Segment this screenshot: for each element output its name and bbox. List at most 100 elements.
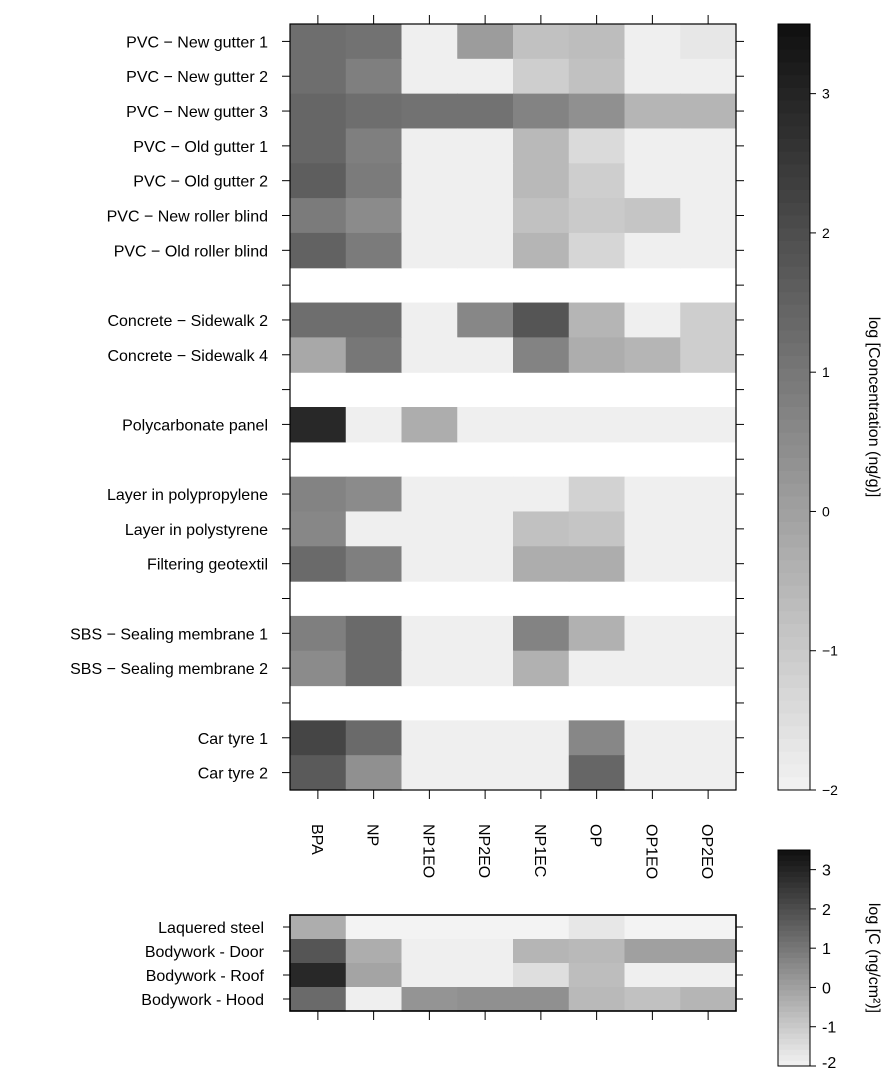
heatmap-cell <box>624 720 681 756</box>
heatmap-cell <box>345 198 403 234</box>
colorbar-tick-label: 3 <box>822 86 830 102</box>
colorbar-swatch <box>778 381 810 395</box>
heatmap-cell <box>624 128 681 164</box>
colorbar-swatch <box>778 925 810 932</box>
colorbar-swatch <box>778 898 810 905</box>
colorbar-swatch <box>778 860 810 867</box>
column-label: NP1EC <box>531 824 548 877</box>
colorbar-tick-label: 0 <box>822 503 830 519</box>
heatmap-cell <box>680 720 737 756</box>
heatmap-cell <box>680 128 737 164</box>
heatmap-cell <box>290 476 347 513</box>
heatmap-cell <box>624 58 681 95</box>
heatmap-cell <box>401 939 458 964</box>
colorbar-swatch <box>778 330 810 344</box>
heatmap-cell <box>290 939 347 964</box>
colorbar-swatch <box>778 1022 810 1029</box>
heatmap-cell <box>624 93 681 130</box>
colorbar-swatch <box>778 1044 810 1051</box>
colorbar-swatch <box>778 624 810 638</box>
heatmap-cell <box>345 407 403 443</box>
heatmap-cell <box>345 163 403 199</box>
column-label: OP2EO <box>698 824 715 879</box>
colorbar-swatch <box>778 189 810 204</box>
colorbar-swatch <box>778 36 810 51</box>
colorbar-swatch <box>778 947 810 954</box>
heatmap-cell <box>290 302 347 338</box>
heatmap-cell <box>401 546 458 582</box>
heatmap-cell <box>513 939 570 964</box>
row-label: Concrete − Sidewalk 4 <box>107 348 268 365</box>
heatmap-cell <box>457 963 514 988</box>
column-label: NP2EO <box>475 824 492 878</box>
heatmap-cell <box>624 650 681 687</box>
colorbar-swatch <box>778 777 810 791</box>
heatmap-cell <box>457 198 514 234</box>
colorbar-swatch <box>778 968 810 975</box>
heatmap-cell <box>680 93 737 130</box>
colorbar-swatch <box>778 877 810 883</box>
colorbar-tick-label: 0 <box>822 980 831 997</box>
heatmap-cell <box>624 476 681 513</box>
heatmap-cell <box>345 915 403 940</box>
colorbar-swatch <box>778 407 810 421</box>
heatmap-cell <box>345 546 403 582</box>
colorbar-swatch <box>778 100 810 114</box>
colorbar-swatch <box>778 887 810 894</box>
heatmap-cell <box>401 407 458 443</box>
heatmap-cell <box>513 720 570 756</box>
column-label: NP <box>364 824 381 846</box>
colorbar-swatch <box>778 687 810 702</box>
heatmap-cell <box>513 963 570 988</box>
bodywork-heatmap: Laquered steel Bodywork - Door Bodywork - … <box>141 914 743 1020</box>
colorbar-swatch <box>778 1017 810 1024</box>
heatmap-cell <box>513 163 570 199</box>
heatmap-cell <box>345 476 403 513</box>
heatmap-cell <box>401 476 458 513</box>
heatmap-cell <box>513 476 570 513</box>
heatmap-cell <box>290 407 347 443</box>
main-heatmap: PVC − New gutter 1 PVC − New gutter 2 PVC … <box>70 15 744 879</box>
colorbar-swatch <box>778 974 810 981</box>
heatmap-cell <box>457 650 514 687</box>
heatmap-cell <box>457 755 514 791</box>
colorbar-swatch <box>778 726 810 740</box>
heatmap-cell <box>680 476 737 513</box>
colorbar-swatch <box>778 764 810 778</box>
colorbar-swatch <box>778 177 810 191</box>
heatmap-cell <box>345 58 403 95</box>
heatmap-cell <box>290 650 347 687</box>
heatmap-cell <box>568 198 626 234</box>
heatmap-cell <box>401 755 458 791</box>
heatmap-cell <box>513 755 570 791</box>
colorbar-swatch <box>778 963 810 970</box>
heatmap-cell <box>568 58 626 95</box>
colorbar-swatch <box>778 317 810 331</box>
colorbar-swatch <box>778 1006 810 1013</box>
heatmap-cell <box>457 511 514 547</box>
heatmap-cell <box>680 939 737 964</box>
heatmap-cell <box>513 546 570 582</box>
heatmap-cell <box>290 93 347 130</box>
colorbar-swatch <box>778 920 810 927</box>
heatmap-cell <box>568 407 626 443</box>
colorbar-tick-label: −1 <box>822 643 838 659</box>
heatmap-cell <box>290 24 347 60</box>
heatmap-cell <box>513 615 570 652</box>
row-label: PVC − Old roller blind <box>114 243 268 260</box>
heatmap-cell <box>568 546 626 582</box>
colorbar-swatch <box>778 1049 810 1056</box>
row-label: SBS − Sealing membrane 2 <box>70 661 268 678</box>
heatmap-cell <box>401 650 458 687</box>
colorbar-swatch <box>778 893 810 900</box>
heatmap-cell <box>457 546 514 582</box>
colorbar-frame <box>777 23 811 791</box>
row-label: PVC − New gutter 1 <box>126 34 268 51</box>
heatmap-cell <box>290 337 347 373</box>
colorbar-swatch <box>778 904 810 910</box>
colorbar-swatch <box>778 266 810 280</box>
heatmap-cell <box>568 939 626 964</box>
heatmap-cell <box>457 93 514 130</box>
heatmap-cell <box>401 58 458 95</box>
heatmap-cell <box>401 915 458 940</box>
